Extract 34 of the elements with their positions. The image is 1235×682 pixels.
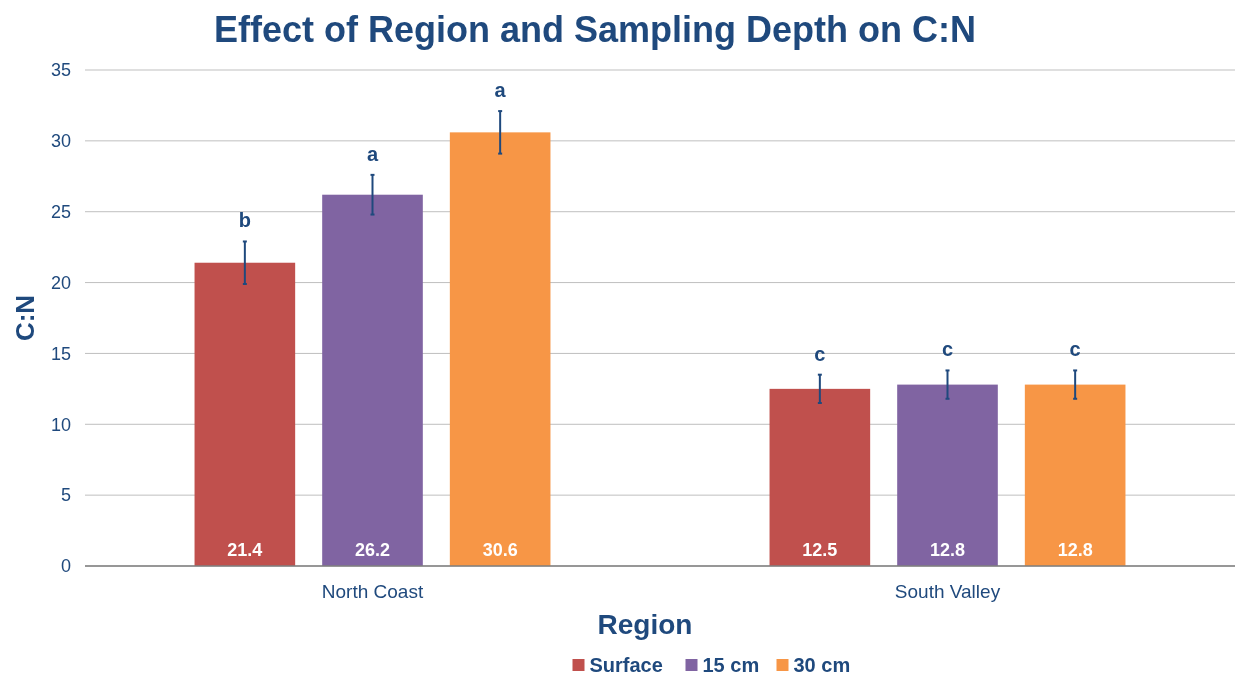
- x-axis-title: Region: [597, 609, 693, 640]
- annotation: a: [366, 142, 379, 165]
- chart-title: Effect of Region and Sampling Depth on C:N: [214, 9, 976, 50]
- annotation: a: [494, 79, 507, 102]
- bar: [194, 262, 296, 566]
- y-tick-label: 20: [50, 272, 71, 293]
- bar: [897, 384, 998, 566]
- data-label: 12.5: [802, 540, 838, 560]
- y-tick-label: 15: [50, 343, 71, 364]
- legend-label: Surface: [589, 654, 663, 676]
- data-label: 12.8: [1057, 540, 1093, 560]
- y-tick-label: 10: [50, 414, 71, 435]
- y-tick-label: 25: [50, 202, 71, 223]
- x-tick-label: North Coast: [321, 581, 424, 602]
- annotation: c: [814, 342, 826, 365]
- y-tick-label: 0: [60, 556, 71, 577]
- x-tick-label: South Valley: [894, 581, 1001, 602]
- annotation: c: [1069, 338, 1081, 361]
- y-tick-label: 5: [60, 485, 71, 506]
- legend-label: 15 cm: [702, 654, 760, 676]
- data-label: 26.2: [354, 540, 391, 560]
- bar: [322, 194, 423, 566]
- legend-label: 30 cm: [793, 654, 851, 676]
- y-axis-title: C:N: [10, 294, 40, 342]
- bar: [769, 388, 871, 566]
- annotation: c: [941, 338, 954, 361]
- bar: [449, 132, 551, 566]
- data-label: 30.6: [482, 540, 518, 560]
- data-label: 12.8: [929, 540, 966, 560]
- data-label: 21.4: [227, 540, 263, 560]
- bar: [1024, 384, 1126, 566]
- y-tick-label: 35: [50, 60, 71, 81]
- annotation: b: [238, 209, 251, 232]
- y-tick-label: 30: [50, 131, 71, 152]
